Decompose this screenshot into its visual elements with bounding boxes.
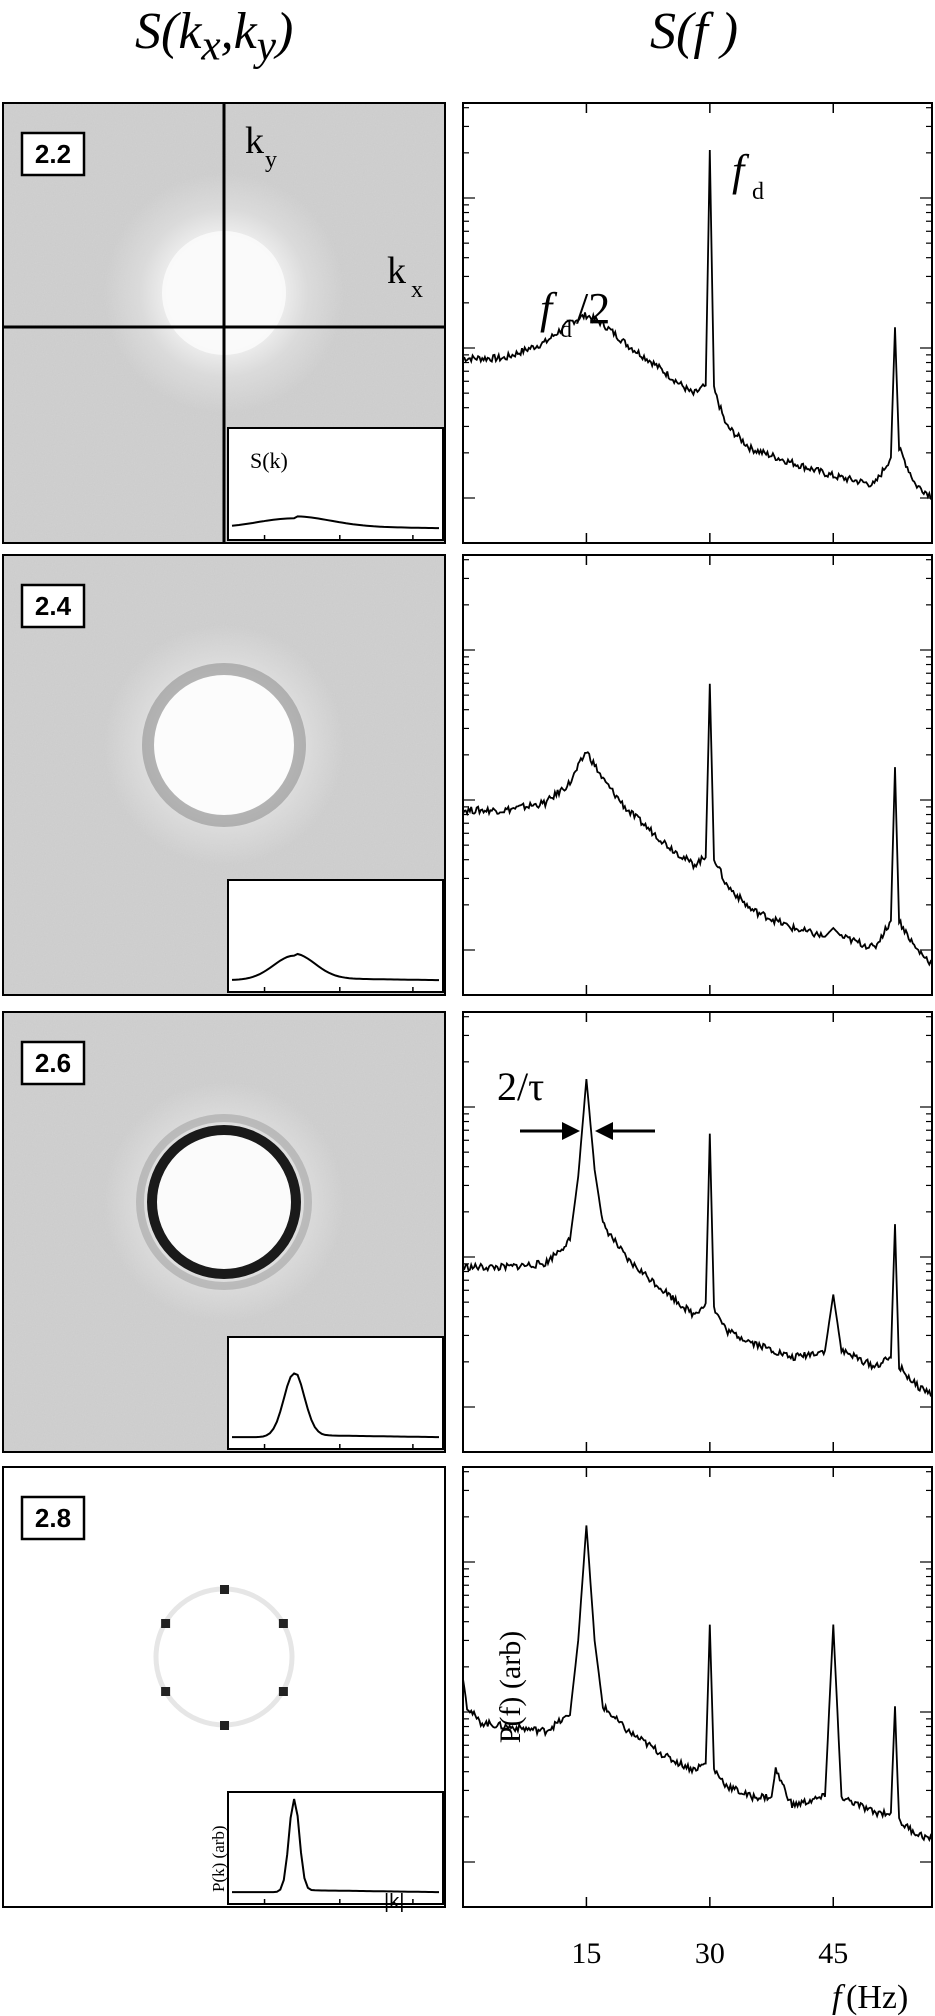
- x-tick-label: 45: [818, 1937, 848, 1970]
- ky-label: k: [245, 120, 264, 162]
- parameter-value: 2.6: [35, 1048, 71, 1078]
- spectrum-frame: [462, 1011, 933, 1453]
- kspace-frame: [2, 1011, 446, 1453]
- x-tick-label: 30: [695, 1937, 725, 1970]
- kspace-bragg-spot: [220, 1585, 229, 1594]
- spectrum-frame: [462, 102, 933, 544]
- kspace-frame: [2, 554, 446, 996]
- sk-curve: [232, 1372, 439, 1439]
- kspace-bragg-spot: [161, 1687, 171, 1696]
- xaxis-label-var: f: [832, 1979, 846, 2016]
- fd-half-label-divisor: /2: [576, 284, 610, 333]
- parameter-box: [20, 583, 86, 629]
- spectrum-panel: [462, 1011, 933, 1453]
- spectrum-line: [462, 149, 933, 501]
- spectrum-line: [462, 1525, 933, 1843]
- spectrum-line: [462, 683, 933, 967]
- kspace-central-spot: [156, 1134, 292, 1270]
- right-column-header: S(f ): [650, 3, 739, 60]
- sk-inset-frame: [227, 1791, 444, 1905]
- kspace-ring: [147, 1125, 301, 1279]
- panel-parameter-label: 2.8: [20, 1495, 86, 1541]
- fd-half-label-subscript: d: [560, 317, 572, 343]
- sk-inset: [227, 879, 444, 993]
- kspace-frame: [2, 1466, 446, 1908]
- sk-curve: [231, 952, 439, 982]
- parameter-value: 2.8: [35, 1503, 71, 1533]
- kspace-bragg-spot: [278, 1687, 288, 1696]
- parameter-value: 2.2: [35, 139, 71, 169]
- kspace-ring: [142, 663, 306, 827]
- kspace-bragg-spot: [220, 1721, 229, 1730]
- sk-inset: [227, 1336, 444, 1450]
- kx-label: k: [387, 250, 406, 292]
- panel-parameter-label: 2.6: [20, 1040, 86, 1086]
- width-arrow-right-head: [595, 1122, 613, 1140]
- ky-label-subscript: y: [265, 147, 277, 173]
- spectrum-panel: [462, 1466, 933, 1908]
- parameter-value: 2.4: [35, 591, 72, 621]
- kspace-panel: 2.6: [2, 1011, 446, 1453]
- sk-inset-frame: [227, 879, 444, 993]
- width-arrow-left-head: [562, 1122, 580, 1140]
- k-axis-label: |k|: [384, 1891, 404, 1913]
- kspace-panel: 2.2 k yk xS(k): [2, 102, 446, 544]
- sk-curve: [232, 1798, 439, 1894]
- spectrum-panel: [462, 102, 933, 544]
- spectrum-ylabel: P(f) (arb): [494, 1631, 527, 1743]
- fd-label-subscript: d: [752, 179, 764, 205]
- sk-inset: P(k) (arb): [209, 1791, 444, 1905]
- panel-parameter-label: 2.4: [20, 583, 86, 629]
- sk-inset-frame: [227, 1336, 444, 1450]
- sk-inset: S(k): [227, 427, 444, 541]
- kspace-panel: 2.4: [2, 554, 446, 996]
- sk-curve: [231, 515, 439, 530]
- parameter-box: [20, 131, 86, 177]
- kspace-bragg-spot: [278, 1619, 288, 1628]
- spectrum-frame: [462, 1466, 933, 1908]
- kspace-bragg-spot: [161, 1619, 171, 1628]
- left-column-header: S(kx,ky): [135, 3, 294, 70]
- spectrum-panel: [462, 554, 933, 996]
- sk-inset-frame: [227, 427, 444, 541]
- panel-parameter-label: 2.2: [20, 131, 86, 177]
- pk-inset-ylabel: P(k) (arb): [209, 1825, 228, 1892]
- kspace-central-spot: [154, 675, 294, 815]
- kspace-panel: 2.8 P(k) (arb): [2, 1466, 446, 1908]
- spectrum-frame: [462, 554, 933, 996]
- spectrum-line: [462, 1079, 933, 1397]
- sk-inset-label: S(k): [250, 448, 288, 473]
- width-label: 2/τ: [497, 1064, 544, 1109]
- xaxis-label-unit: (Hz): [846, 1979, 908, 2016]
- parameter-box: [20, 1495, 86, 1541]
- x-tick-label: 15: [571, 1937, 601, 1970]
- kspace-ring-outer: [136, 1114, 312, 1290]
- parameter-box: [20, 1040, 86, 1086]
- kx-label-subscript: x: [411, 277, 423, 303]
- kspace-ring-faint: [153, 1586, 295, 1728]
